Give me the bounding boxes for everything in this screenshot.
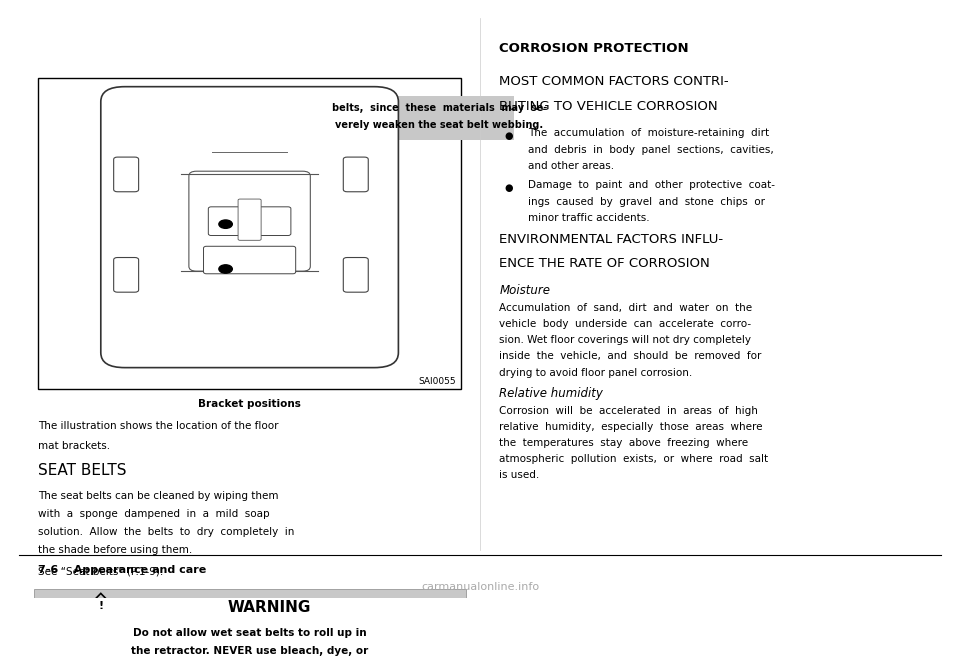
Text: CORROSION PROTECTION: CORROSION PROTECTION [499,42,689,55]
Circle shape [219,220,232,228]
Text: ●: ● [504,131,513,141]
Text: !: ! [98,601,104,611]
Text: mat brackets.: mat brackets. [38,440,110,451]
Text: 7-6    Appearance and care: 7-6 Appearance and care [38,565,206,575]
Text: and other areas.: and other areas. [528,161,614,171]
Text: drying to avoid floor panel corrosion.: drying to avoid floor panel corrosion. [499,368,692,378]
Text: sion. Wet floor coverings will not dry completely: sion. Wet floor coverings will not dry c… [499,335,752,345]
FancyBboxPatch shape [344,258,369,292]
Text: WARNING: WARNING [228,600,310,615]
Text: ings  caused  by  gravel  and  stone  chips  or: ings caused by gravel and stone chips or [528,197,765,207]
FancyBboxPatch shape [38,78,461,388]
Text: carmanualonline.info: carmanualonline.info [420,582,540,592]
FancyBboxPatch shape [101,87,398,368]
Text: minor traffic accidents.: minor traffic accidents. [528,213,650,223]
Text: SEAT BELTS: SEAT BELTS [38,463,127,477]
Text: Moisture: Moisture [499,284,550,297]
Text: The illustration shows the location of the floor: The illustration shows the location of t… [38,422,279,432]
Text: vehicle  body  underside  can  accelerate  corro-: vehicle body underside can accelerate co… [499,319,752,329]
FancyBboxPatch shape [113,258,138,292]
Text: relative  humidity,  especially  those  areas  where: relative humidity, especially those area… [499,422,762,432]
FancyBboxPatch shape [344,157,369,192]
Text: ●: ● [504,183,513,193]
Text: the shade before using them.: the shade before using them. [38,545,193,555]
Text: is used.: is used. [499,470,540,481]
Text: verely weaken the seat belt webbing.: verely weaken the seat belt webbing. [335,120,543,129]
Circle shape [219,265,232,273]
Text: with  a  sponge  dampened  in  a  mild  soap: with a sponge dampened in a mild soap [38,509,270,519]
Text: atmospheric  pollution  exists,  or  where  road  salt: atmospheric pollution exists, or where r… [499,454,768,464]
FancyBboxPatch shape [208,207,243,236]
Text: Accumulation  of  sand,  dirt  and  water  on  the: Accumulation of sand, dirt and water on … [499,303,753,313]
FancyBboxPatch shape [204,246,296,274]
Text: The seat belts can be cleaned by wiping them: The seat belts can be cleaned by wiping … [38,491,279,501]
FancyBboxPatch shape [34,622,466,664]
FancyBboxPatch shape [189,171,310,271]
Text: the  temperatures  stay  above  freezing  where: the temperatures stay above freezing whe… [499,438,749,448]
Text: and  debris  in  body  panel  sections,  cavities,: and debris in body panel sections, cavit… [528,145,774,155]
Text: BUTING TO VEHICLE CORROSION: BUTING TO VEHICLE CORROSION [499,100,718,113]
FancyBboxPatch shape [256,207,291,236]
Text: solution.  Allow  the  belts  to  dry  completely  in: solution. Allow the belts to dry complet… [38,527,295,537]
Text: Relative humidity: Relative humidity [499,386,603,400]
Text: ENVIRONMENTAL FACTORS INFLU-: ENVIRONMENTAL FACTORS INFLU- [499,233,723,246]
FancyBboxPatch shape [365,96,514,141]
FancyBboxPatch shape [238,199,261,240]
Text: MOST COMMON FACTORS CONTRI-: MOST COMMON FACTORS CONTRI- [499,75,729,88]
Text: inside  the  vehicle,  and  should  be  removed  for: inside the vehicle, and should be remove… [499,351,761,361]
Text: belts,  since  these  materials  may  se-: belts, since these materials may se- [331,103,547,113]
Text: Damage  to  paint  and  other  protective  coat-: Damage to paint and other protective coa… [528,180,775,190]
Text: See “Seat belts” (P.1-9).: See “Seat belts” (P.1-9). [38,566,163,576]
Text: Bracket positions: Bracket positions [198,399,301,409]
Polygon shape [82,594,120,613]
Text: Do not allow wet seat belts to roll up in: Do not allow wet seat belts to roll up i… [132,627,367,637]
Text: SAI0055: SAI0055 [419,376,456,386]
FancyBboxPatch shape [113,157,138,192]
Text: The  accumulation  of  moisture-retaining  dirt: The accumulation of moisture-retaining d… [528,128,769,138]
Text: Corrosion  will  be  accelerated  in  areas  of  high: Corrosion will be accelerated in areas o… [499,406,758,416]
Text: the retractor. NEVER use bleach, dye, or: the retractor. NEVER use bleach, dye, or [131,645,369,655]
Text: ENCE THE RATE OF CORROSION: ENCE THE RATE OF CORROSION [499,257,710,270]
FancyBboxPatch shape [34,589,466,622]
